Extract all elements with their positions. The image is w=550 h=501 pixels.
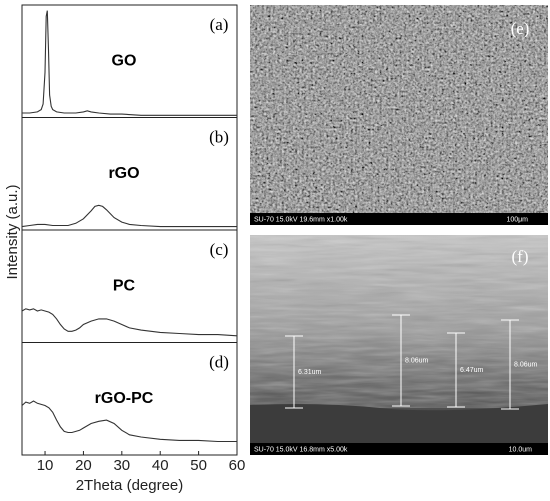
x-tick-label: 60 xyxy=(229,457,246,474)
measure-label: 6.31um xyxy=(298,369,322,376)
panel-label: (e) xyxy=(511,19,530,38)
scale-label: 10.0um xyxy=(509,446,533,453)
panel-label: (d) xyxy=(209,352,229,371)
x-tick-label: 40 xyxy=(152,457,169,474)
data-line xyxy=(21,308,238,337)
measure-label: 6.47um xyxy=(460,367,484,374)
panel-label: (a) xyxy=(210,15,229,34)
x-tick-label: 30 xyxy=(113,457,130,474)
panel-label: (f) xyxy=(512,247,529,266)
sem-image-e: (e) SU-70 15.0kV 19.6mm x1.00k 100μm xyxy=(250,5,548,225)
plot-frame xyxy=(21,342,238,456)
data-line xyxy=(21,204,237,228)
image-caption: SU-70 15.0kV 19.6mm x1.00k xyxy=(254,216,348,223)
image-caption: SU-70 15.0kV 16.8mm x5.00k xyxy=(254,446,348,453)
x-tick-label: 10 xyxy=(37,457,54,474)
series-name: PC xyxy=(113,277,136,294)
x-axis-label: 2Theta (degree) xyxy=(76,477,184,494)
series-name: GO xyxy=(112,52,137,69)
y-axis-label: Intensity (a.u.) xyxy=(4,184,21,279)
data-line xyxy=(22,10,237,116)
data-line xyxy=(21,400,237,443)
series-name: rGO-PC xyxy=(95,390,154,407)
panel-label: (b) xyxy=(209,127,229,146)
sem-image-f: (f) SU-70 15.0kV 16.8mm x5.00k 10.0um xyxy=(250,235,548,455)
panel-label: (c) xyxy=(210,240,229,259)
scale-label: 100μm xyxy=(506,216,528,223)
measure-label: 8.06um xyxy=(405,357,429,364)
x-tick-label: 50 xyxy=(190,457,207,474)
x-tick-label: 20 xyxy=(75,457,92,474)
measure-label: 8.06um xyxy=(514,361,538,368)
series-name: rGO xyxy=(108,165,139,182)
